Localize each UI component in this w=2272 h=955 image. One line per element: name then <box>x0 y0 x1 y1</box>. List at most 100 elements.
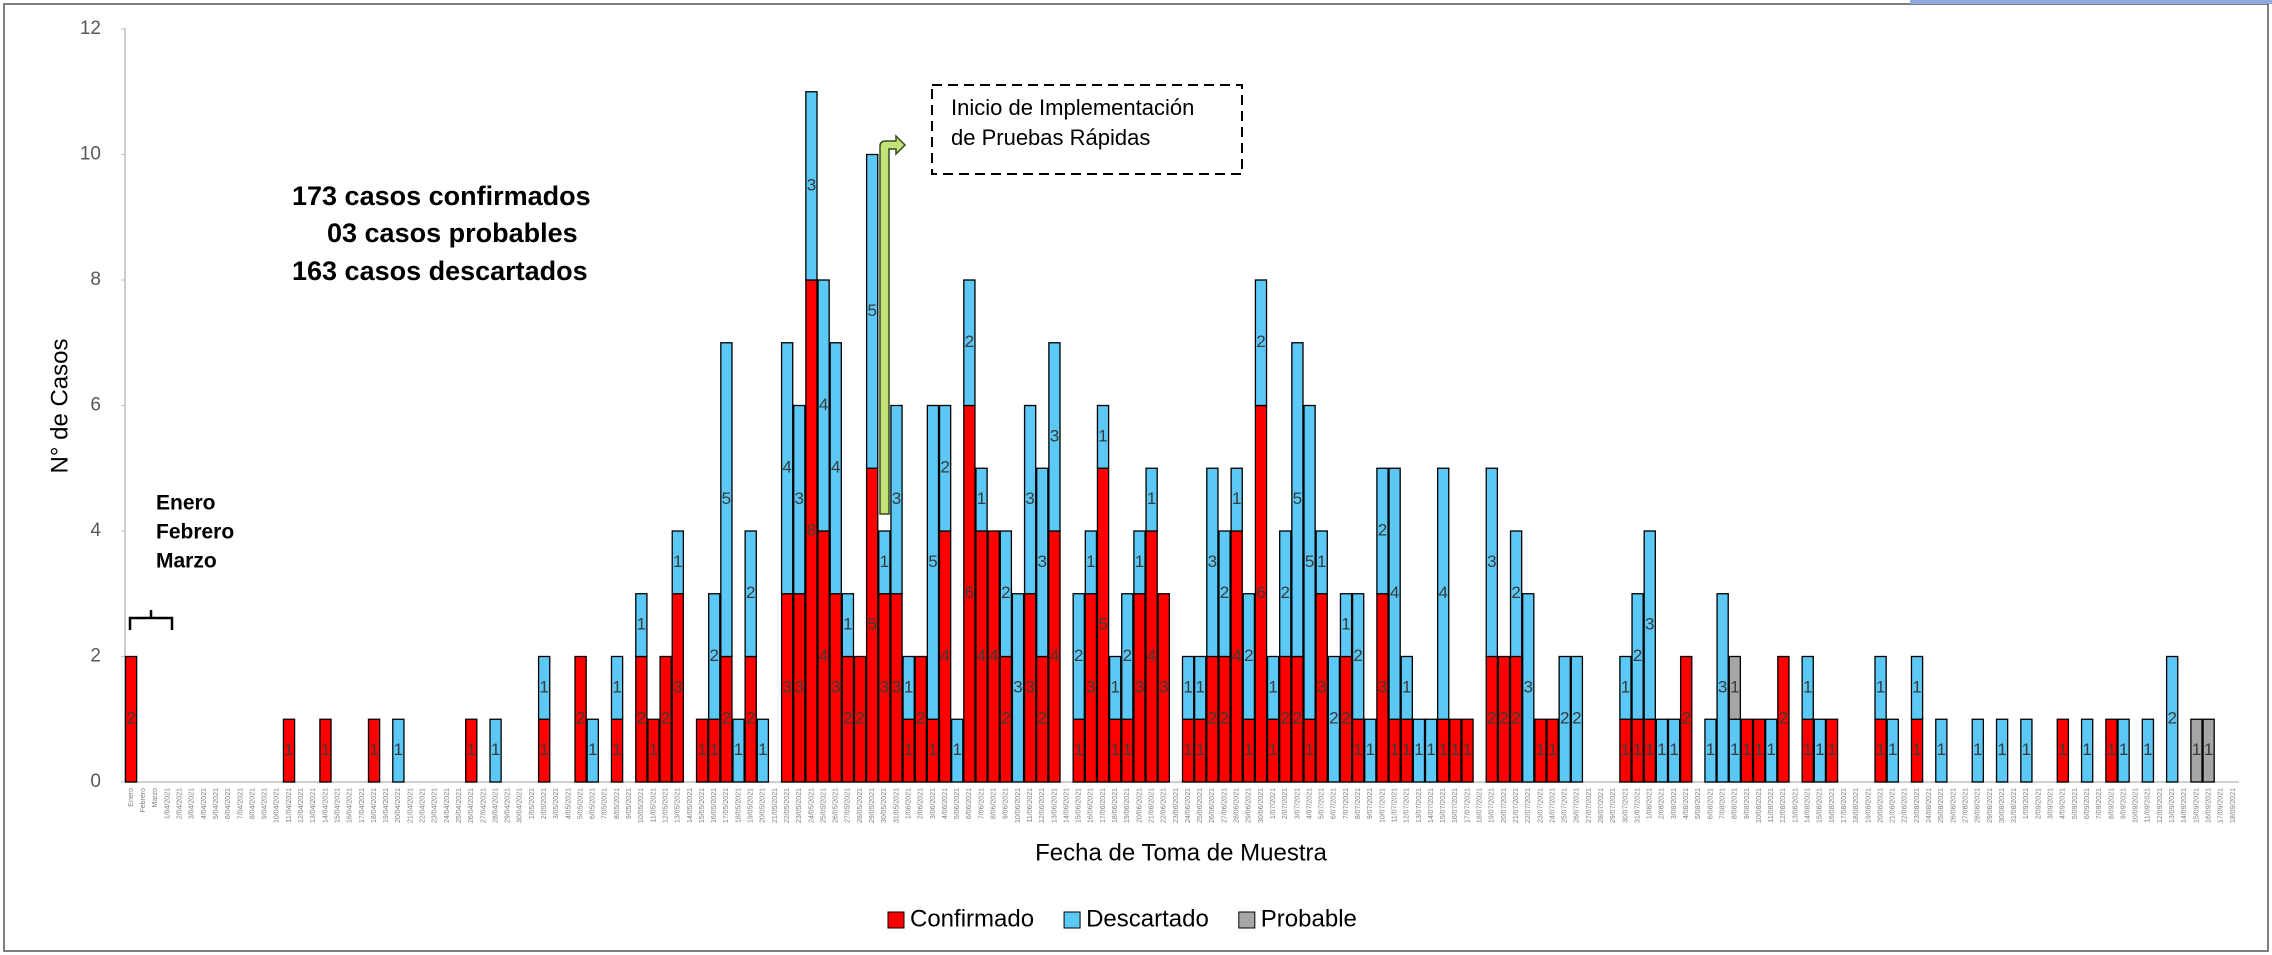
bar-segment <box>1935 718 1948 783</box>
x-tick-label: 9/08/2021 <box>1744 788 1751 819</box>
value-label: 1 <box>1827 740 1836 759</box>
value-label: 2 <box>1353 646 1362 665</box>
value-label: 4 <box>1390 583 1399 602</box>
x-tick-label: 25/07/2021 <box>1562 788 1569 823</box>
bar-segment <box>1376 467 1389 595</box>
x-tick-label: 11/04/2021 <box>286 788 293 823</box>
x-tick-label: 3/08/2021 <box>1671 788 1678 819</box>
bar-segment <box>2105 718 2118 783</box>
x-tick-label: 24/07/2021 <box>1549 788 1556 823</box>
value-label: 1 <box>1195 740 1204 759</box>
x-tick-label: 29/08/2021 <box>1987 788 1994 823</box>
bar-segment <box>926 404 940 720</box>
value-label: 1 <box>1730 740 1739 759</box>
x-tick-label: 23/05/2021 <box>796 788 803 823</box>
bar-segment <box>1133 530 1146 595</box>
x-tick-label: 22/06/2021 <box>1161 788 1168 823</box>
bar-segment <box>756 718 770 783</box>
value-label: 2 <box>965 332 974 351</box>
bar-segment <box>695 718 709 783</box>
value-label: 1 <box>394 740 403 759</box>
value-label: 1 <box>2058 740 2067 759</box>
x-tick-label: Febrero <box>140 788 147 813</box>
bar-segment <box>319 718 332 783</box>
value-label: 1 <box>369 740 378 759</box>
value-label: 1 <box>1888 740 1897 759</box>
value-label: 1 <box>321 740 330 759</box>
x-tick-label: 15/04/2021 <box>334 788 341 823</box>
bar-segment <box>1230 467 1243 532</box>
x-tick-label: 31/05/2021 <box>893 788 900 823</box>
value-label: 5 <box>722 489 731 508</box>
value-label: 1 <box>1110 740 1119 759</box>
callout-arrow <box>879 134 907 515</box>
x-tick-label: 16/09/2021 <box>2205 788 2212 823</box>
value-label: 1 <box>953 740 962 759</box>
x-tick-label: 18/05/2021 <box>735 788 742 823</box>
x-tick-label: 10/07/2021 <box>1379 788 1386 823</box>
bar-segment <box>878 530 891 595</box>
value-label: 2 <box>1293 709 1302 728</box>
bar-segment <box>1388 467 1401 720</box>
value-label: 1 <box>843 615 852 634</box>
x-tick-label: 8/04/2021 <box>249 788 256 819</box>
bar-segment <box>987 530 1000 783</box>
x-tick-label: 21/05/2021 <box>772 788 779 823</box>
x-axis-title: Fecha de Toma de Muestra <box>1035 839 1327 866</box>
value-label: 1 <box>1645 740 1654 759</box>
value-label: 3 <box>807 175 816 194</box>
x-tick-label: 4/05/2021 <box>565 788 572 819</box>
x-tick-label: 29/06/2021 <box>1246 788 1253 823</box>
value-label: 1 <box>2082 740 2091 759</box>
x-tick-label: 6/07/2021 <box>1331 788 1338 819</box>
value-label: 1 <box>1305 740 1314 759</box>
x-tick-label: 15/08/2021 <box>1817 788 1824 823</box>
x-tick-label: 13/07/2021 <box>1416 788 1423 823</box>
x-tick-label: 24/04/2021 <box>444 788 451 823</box>
x-tick-label: 5/08/2021 <box>1695 788 1702 819</box>
x-tick-label: 5/07/2021 <box>1319 788 1326 819</box>
value-label: 1 <box>1657 740 1666 759</box>
x-tick-label: 28/07/2021 <box>1598 788 1605 823</box>
bar-segment <box>1206 467 1219 658</box>
bar-segment <box>902 655 915 720</box>
value-label: 1 <box>1803 740 1812 759</box>
bar-segment <box>1534 718 1547 783</box>
bar-segment <box>1558 655 1571 783</box>
x-tick-label: Enero <box>128 788 135 807</box>
x-tick-label: 2/07/2021 <box>1282 788 1289 819</box>
value-label: 1 <box>1268 740 1277 759</box>
value-label: 1 <box>1937 740 1946 759</box>
bar-segment <box>1631 593 1644 720</box>
x-tick-label: 6/08/2021 <box>1707 788 1714 819</box>
x-tick-label: 6/09/2021 <box>2084 788 2091 819</box>
value-label: 6 <box>1256 583 1265 602</box>
x-tick-label: 19/04/2021 <box>383 788 390 823</box>
legend-label: Confirmado <box>910 905 1034 932</box>
bar-segment <box>1886 718 1899 783</box>
x-tick-label: 2/04/2021 <box>177 788 184 819</box>
value-label: 2 <box>1038 709 1047 728</box>
value-label: 2 <box>1220 583 1229 602</box>
bar-segment <box>963 279 976 407</box>
value-label: 2 <box>1779 709 1788 728</box>
x-tick-label: 20/07/2021 <box>1501 788 1508 823</box>
x-tick-label: 22/07/2021 <box>1525 788 1532 823</box>
x-tick-label: 23/04/2021 <box>432 788 439 823</box>
x-tick-label: 26/07/2021 <box>1574 788 1581 823</box>
value-label: 1 <box>1402 677 1411 696</box>
x-tick-label: 7/07/2021 <box>1343 788 1350 819</box>
value-label: 3 <box>795 489 804 508</box>
value-label: 1 <box>904 740 913 759</box>
value-label: 1 <box>1098 426 1107 445</box>
value-label: 1 <box>1803 677 1812 696</box>
value-label: 1 <box>1390 740 1399 759</box>
x-tick-label: 12/05/2021 <box>662 788 669 823</box>
value-label: 2 <box>710 646 719 665</box>
value-label: 1 <box>1426 740 1435 759</box>
months-note: Marzo <box>156 550 217 573</box>
value-label: 2 <box>1378 520 1387 539</box>
y-tick-label: 4 <box>90 520 101 541</box>
x-tick-label: 13/08/2021 <box>1792 788 1799 823</box>
x-tick-label: 16/06/2021 <box>1088 788 1095 823</box>
